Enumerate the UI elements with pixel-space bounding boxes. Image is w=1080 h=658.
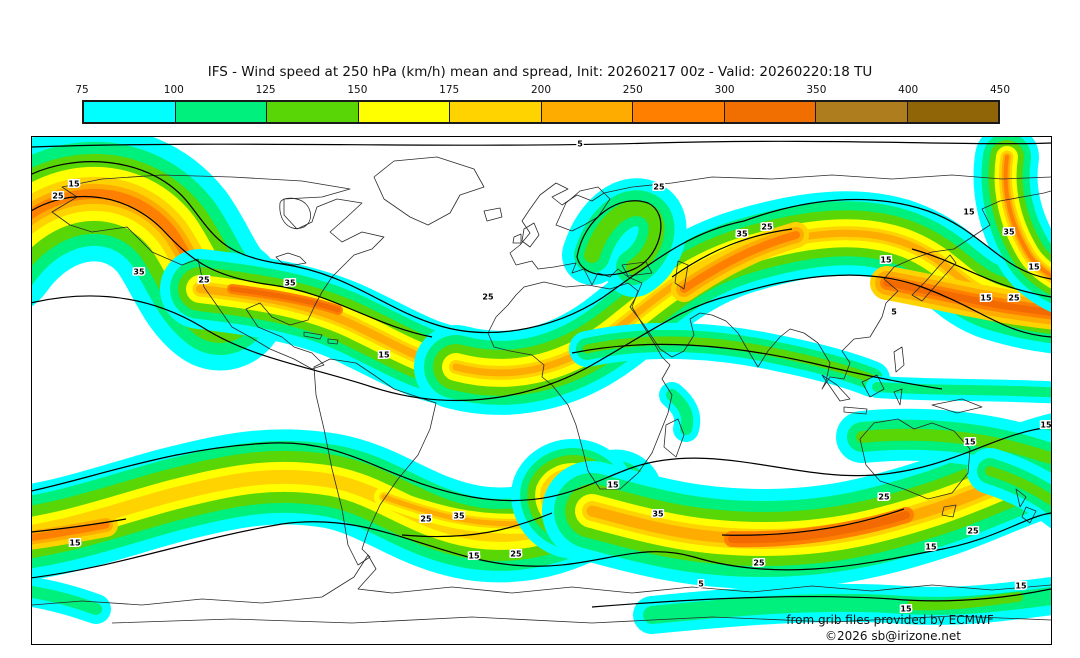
svg-text:15: 15 bbox=[378, 351, 390, 360]
colorbar-tick: 250 bbox=[622, 84, 643, 96]
colorbar-tick: 150 bbox=[347, 84, 368, 96]
svg-text:25: 25 bbox=[761, 223, 773, 232]
svg-text:15: 15 bbox=[1015, 582, 1027, 591]
credit-irizone: ©2026 sb@irizone.net bbox=[825, 629, 961, 643]
svg-text:25: 25 bbox=[753, 559, 765, 568]
svg-text:25: 25 bbox=[967, 527, 979, 536]
colorbar-segment bbox=[906, 102, 998, 122]
svg-text:35: 35 bbox=[453, 512, 465, 521]
colorbar-segment bbox=[815, 102, 907, 122]
svg-text:15: 15 bbox=[964, 438, 976, 447]
svg-text:15: 15 bbox=[468, 552, 480, 561]
svg-text:25: 25 bbox=[198, 276, 210, 285]
svg-text:35: 35 bbox=[1003, 228, 1015, 237]
svg-text:35: 35 bbox=[736, 230, 748, 239]
colorbar-tick: 450 bbox=[989, 84, 1011, 96]
svg-text:25: 25 bbox=[510, 550, 522, 559]
svg-text:15: 15 bbox=[68, 180, 80, 189]
svg-text:25: 25 bbox=[52, 192, 64, 201]
colorbar-segment bbox=[632, 102, 724, 122]
svg-text:15: 15 bbox=[880, 256, 892, 265]
svg-text:15: 15 bbox=[69, 539, 81, 548]
colorbar-segment bbox=[723, 102, 815, 122]
world-wind-map: 5 15 25 35 25 35 25 15 25 35 25 15 5 35 15 15 25 15 15 25 35… bbox=[32, 137, 1051, 634]
svg-text:25: 25 bbox=[482, 293, 494, 302]
svg-text:25: 25 bbox=[1008, 294, 1020, 303]
colorbar-segment bbox=[266, 102, 358, 122]
colorbar-segment bbox=[540, 102, 632, 122]
colorbar-tick: 200 bbox=[530, 84, 552, 96]
svg-text:25: 25 bbox=[420, 515, 432, 524]
colorbar-tick: 350 bbox=[806, 84, 827, 96]
svg-text:15: 15 bbox=[1028, 263, 1040, 272]
colorbar-tick: 100 bbox=[163, 84, 184, 96]
colorbar-tick: 400 bbox=[898, 84, 919, 96]
svg-text:15: 15 bbox=[1040, 421, 1051, 430]
colorbar: 75 100 125 150 175 200 250 300 350 400 450 bbox=[75, 84, 1010, 124]
colorbar-ticks: 75 100 125 150 175 200 250 300 350 400 450 bbox=[75, 84, 1010, 98]
colorbar-segment bbox=[357, 102, 449, 122]
svg-text:25: 25 bbox=[653, 183, 665, 192]
svg-text:35: 35 bbox=[133, 268, 145, 277]
colorbar-segment bbox=[174, 102, 266, 122]
colorbar-tick: 175 bbox=[439, 84, 460, 96]
svg-text:5: 5 bbox=[891, 308, 897, 317]
colorbar-tick: 300 bbox=[714, 84, 735, 96]
colorbar-tick: 125 bbox=[255, 84, 276, 96]
svg-text:15: 15 bbox=[925, 543, 937, 552]
svg-text:15: 15 bbox=[980, 294, 992, 303]
svg-text:5: 5 bbox=[577, 140, 583, 149]
page-title: IFS - Wind speed at 250 hPa (km/h) mean … bbox=[207, 64, 873, 80]
svg-text:15: 15 bbox=[963, 208, 975, 217]
svg-text:5: 5 bbox=[698, 580, 704, 589]
svg-text:35: 35 bbox=[652, 510, 664, 519]
credit-ecmwf: from grib files provided by ECMWF bbox=[786, 613, 994, 627]
map-frame: 5 15 25 35 25 35 25 15 25 35 25 15 5 35 15 15 25 15 15 25 35… bbox=[31, 136, 1052, 645]
colorbar-tick: 75 bbox=[75, 84, 89, 96]
colorbar-segment bbox=[84, 102, 175, 122]
svg-text:15: 15 bbox=[900, 605, 912, 614]
colorbar-bar bbox=[82, 100, 1000, 124]
colorbar-segment bbox=[449, 102, 541, 122]
svg-text:25: 25 bbox=[878, 493, 890, 502]
svg-text:15: 15 bbox=[607, 481, 619, 490]
svg-text:35: 35 bbox=[284, 279, 296, 288]
